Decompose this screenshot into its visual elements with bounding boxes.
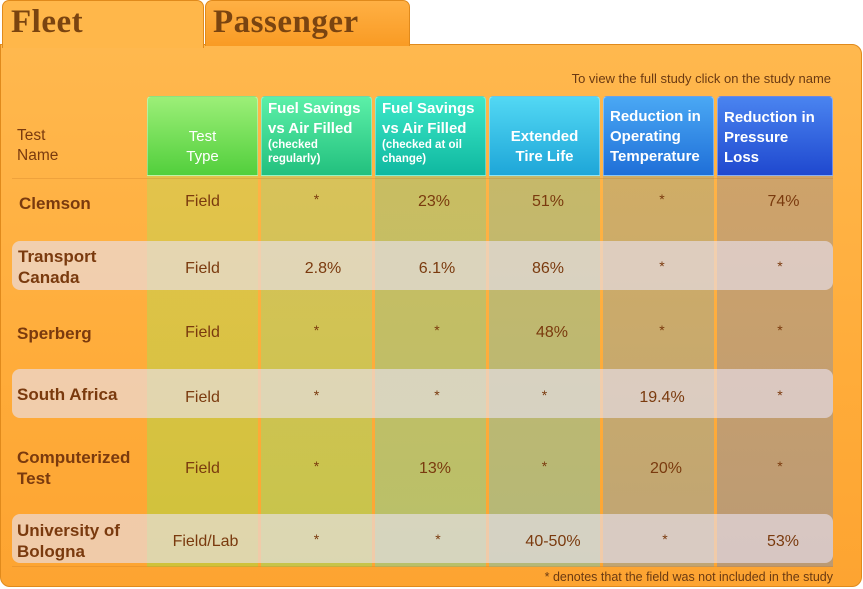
study-link-clemson[interactable]: Clemson (19, 194, 91, 213)
cell-pressure-loss: * (777, 387, 783, 403)
study-link-university-of-bologna[interactable]: University of Bologna (17, 521, 120, 561)
cell-fuel-regular: * (313, 531, 320, 547)
cell-operating-temp: * (662, 531, 668, 547)
cell-fuel-regular: * (313, 191, 320, 207)
divider (12, 566, 833, 567)
study-link-south-africa[interactable]: South Africa (17, 385, 118, 404)
cell-pressure-loss: * (777, 258, 783, 274)
cell-fuel-oil: * (434, 322, 440, 338)
cell-fuel-regular: * (313, 387, 320, 403)
cell-fuel-oil: 6.1% (418, 260, 456, 277)
cell-test-type: Field (185, 193, 220, 210)
study-link-computerized-test[interactable]: Computerized Test (17, 448, 131, 488)
tab-fleet-label: Fleet (11, 4, 84, 40)
header-pressure-loss: Reduction in Pressure Loss (717, 96, 833, 176)
cell-fuel-oil: 23% (417, 193, 451, 210)
cell-fuel-regular: 2.8% (304, 260, 342, 277)
header-test-type: Test Type (147, 96, 258, 176)
cell-operating-temp: * (659, 258, 665, 274)
cell-pressure-loss: * (777, 458, 783, 474)
cell-fuel-oil: 13% (418, 460, 452, 477)
cell-operating-temp: * (659, 191, 665, 207)
row-highlight (12, 369, 833, 418)
tab-passenger-label: Passenger (213, 4, 359, 40)
study-link-transport-canada[interactable]: Transport Canada (18, 247, 97, 287)
row-highlight (12, 514, 833, 563)
header-operating-temperature: Reduction in Operating Temperature (603, 96, 714, 176)
cell-tire-life: 48% (535, 324, 569, 341)
cell-operating-temp: 20% (649, 460, 683, 477)
tab-fleet[interactable]: Fleet (2, 0, 204, 48)
header-fuel-savings-oil-change: Fuel Savings vs Air Filled (checked at o… (375, 96, 486, 176)
cell-test-type: Field (185, 260, 220, 277)
study-link-sperberg[interactable]: Sperberg (17, 324, 92, 343)
cell-pressure-loss: 53% (766, 533, 800, 550)
footnote: * denotes that the field was not include… (544, 570, 833, 584)
divider (12, 178, 833, 179)
tab-passenger[interactable]: Passenger (205, 0, 410, 46)
header-fuel-savings-regular: Fuel Savings vs Air Filled (checked regu… (261, 96, 372, 176)
cell-operating-temp: 19.4% (639, 389, 685, 406)
cell-tire-life: 51% (531, 193, 565, 210)
cell-tire-life: * (541, 387, 548, 403)
study-link-hint: To view the full study click on the stud… (571, 71, 831, 86)
cell-test-type: Field (185, 460, 220, 477)
row-highlight (12, 241, 833, 290)
cell-pressure-loss: * (777, 322, 783, 338)
cell-test-type: Field (185, 324, 220, 341)
cell-tire-life: 86% (531, 260, 565, 277)
header-extended-tire-life: Extended Tire Life (489, 96, 600, 176)
cell-fuel-regular: * (313, 458, 320, 474)
cell-test-type: Field/Lab (172, 533, 239, 550)
cell-test-type: Field (185, 389, 220, 406)
cell-fuel-oil: * (434, 387, 440, 403)
cell-tire-life: 40-50% (525, 533, 581, 550)
cell-tire-life: * (541, 458, 548, 474)
cell-operating-temp: * (659, 322, 665, 338)
cell-pressure-loss: 74% (767, 193, 800, 210)
cell-fuel-regular: * (313, 322, 320, 338)
header-test-name: Test Name (17, 127, 59, 164)
cell-fuel-oil: * (435, 531, 441, 547)
